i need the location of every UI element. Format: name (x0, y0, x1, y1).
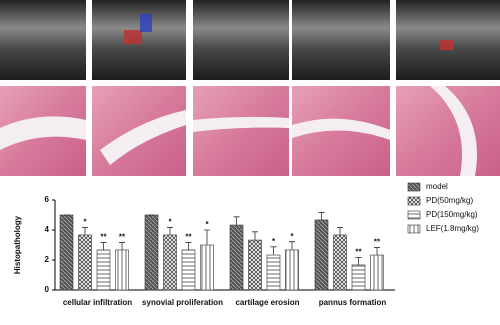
bar (370, 254, 384, 291)
error-bar (337, 227, 343, 235)
error-bar (204, 229, 210, 245)
histology-row (0, 86, 500, 176)
bar (78, 234, 92, 291)
y-tick-label: 0 (45, 285, 50, 294)
bar (248, 239, 262, 291)
error-bar (252, 231, 258, 241)
legend-swatch (407, 210, 421, 220)
joint-space (430, 86, 477, 176)
error-bar (233, 216, 240, 226)
error-bar (289, 241, 295, 250)
bar (229, 224, 244, 291)
significance-label: * (83, 218, 87, 227)
significance-label: ** (119, 233, 126, 242)
significance-label: ** (374, 238, 381, 247)
x-tick-label: cartilage erosion (235, 298, 299, 307)
error-bar (185, 242, 192, 250)
y-tick-label: 2 (45, 255, 50, 264)
doppler-signal (124, 30, 142, 44)
joint-space (193, 116, 289, 132)
legend-swatch (407, 224, 421, 234)
ultrasound-row (0, 0, 500, 80)
error-bar (167, 227, 173, 235)
legend-swatch (407, 182, 421, 192)
legend-swatch (407, 196, 421, 206)
error-bar (270, 246, 277, 256)
bar (144, 214, 159, 291)
doppler-signal (140, 14, 152, 32)
ultrasound-image (0, 0, 86, 80)
bar (115, 249, 129, 291)
y-tick-label: 4 (45, 225, 50, 234)
bar (333, 234, 347, 291)
bar (351, 264, 366, 291)
histology-image (193, 86, 289, 176)
bar (285, 249, 299, 291)
bar (96, 249, 111, 291)
ultrasound-image (193, 0, 289, 80)
y-axis-label: Histopathology (13, 215, 22, 274)
legend-label: model (426, 182, 448, 191)
legend-label: LEF(1.8mg/kg) (426, 224, 479, 233)
bar (163, 234, 177, 291)
significance-label: * (168, 218, 172, 227)
x-tick-label: pannus formation (319, 298, 387, 307)
error-bar (119, 242, 125, 250)
bar (314, 219, 329, 291)
significance-label: ** (185, 233, 192, 242)
bar (181, 249, 196, 291)
significance-label: ** (355, 248, 362, 257)
x-tick-label: cellular infiltration (63, 298, 132, 307)
joint-space (292, 118, 390, 140)
doppler-signal (440, 40, 454, 50)
bar (200, 244, 214, 291)
error-bar (318, 212, 325, 220)
joint-space (100, 110, 186, 165)
error-bar (355, 257, 362, 265)
x-tick-label: synovial proliferation (142, 298, 223, 307)
bar (59, 214, 74, 291)
legend-label: PD(50mg/kg) (426, 196, 473, 205)
significance-label: * (205, 220, 209, 229)
y-tick-label: 6 (45, 195, 50, 204)
error-bar (374, 247, 380, 256)
error-bar (82, 227, 88, 235)
significance-label: * (272, 237, 276, 246)
ultrasound-image (292, 0, 390, 80)
legend-label: PD(150mg/kg) (426, 210, 478, 219)
bar (266, 254, 281, 291)
significance-label: ** (100, 233, 107, 242)
joint-space (0, 116, 86, 150)
significance-label: * (290, 232, 294, 241)
error-bar (100, 242, 107, 250)
